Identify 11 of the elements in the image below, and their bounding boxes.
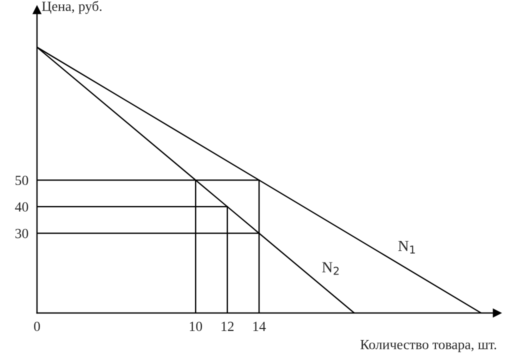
y-tick-label: 50 [16,176,28,186]
y-tick-label: 30 [15,228,28,238]
y-tick-label: 40 [15,202,28,212]
x-axis-title: Количество товара, шт. [360,340,496,352]
x-tick-label: 0 [34,322,40,332]
y-axis-title: Цена, руб. [42,0,102,14]
series-label: N$_{2}$ [322,262,339,275]
x-tick-label: 10 [190,322,202,332]
x-tick-label: 14 [253,322,266,331]
series-label: N$_{1}$ [398,240,415,254]
x-tick-label: 12 [222,322,234,331]
